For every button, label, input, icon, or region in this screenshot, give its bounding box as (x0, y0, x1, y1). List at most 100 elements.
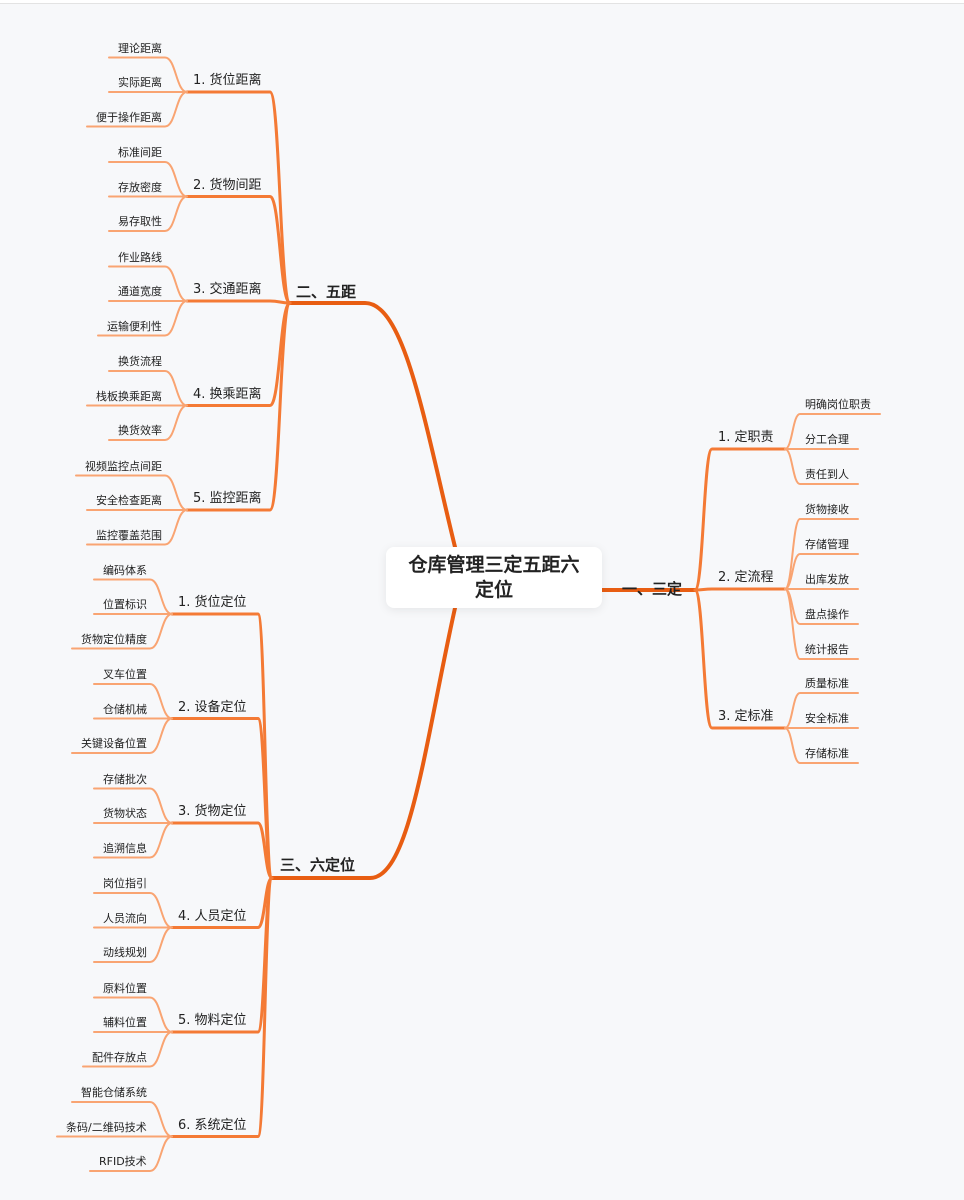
leaf-topic[interactable]: 安全检查距离 (96, 494, 162, 507)
subtopic-connector (185, 195, 292, 305)
branch-connector (270, 606, 457, 880)
leaf-topic[interactable]: 分工合理 (805, 433, 849, 446)
leaf-topic[interactable]: 编码体系 (103, 563, 147, 577)
leaf-topic[interactable]: 货物状态 (103, 807, 147, 820)
leaf-connector (75, 474, 188, 511)
subtopic[interactable]: 5. 物料定位 (178, 1013, 247, 1028)
leaf-connector (784, 553, 859, 590)
leaf-connector (108, 404, 188, 441)
leaf-topic[interactable]: 存储批次 (103, 772, 147, 786)
subtopic[interactable]: 5. 监控距离 (193, 491, 262, 506)
subtopic-connector (170, 876, 274, 1138)
subtopic[interactable]: 1. 货位距离 (193, 73, 262, 88)
leaf-topic[interactable]: 配件存放点 (92, 1050, 147, 1064)
leaf-topic[interactable]: 标准间距 (118, 146, 162, 159)
leaf-topic[interactable]: 存放密度 (118, 180, 162, 194)
branch-3[interactable]: 三、六定位 (280, 856, 356, 874)
branch-connector (288, 301, 457, 549)
subtopic[interactable]: 4. 人员定位 (178, 908, 247, 924)
leaf-topic[interactable]: RFID技术 (99, 1155, 147, 1168)
leaf-connector (93, 926, 173, 963)
subtopic-connector (170, 717, 274, 880)
leaf-topic[interactable]: 栈板换乘距离 (96, 389, 162, 403)
leaf-connector (93, 996, 173, 1033)
subtopic[interactable]: 6. 系统定位 (178, 1117, 247, 1133)
leaf-topic[interactable]: 仓储机械 (103, 702, 147, 716)
leaf-topic[interactable]: 智能仓储系统 (81, 1086, 147, 1099)
leaf-topic[interactable]: 作业路线 (118, 250, 162, 264)
leaf-topic[interactable]: 实际距离 (118, 76, 162, 89)
subtopic-connector (693, 447, 787, 592)
leaf-connector (86, 91, 188, 128)
leaf-connector (108, 195, 188, 232)
leaf-topic[interactable]: 明确岗位职责 (805, 398, 871, 411)
top-border (0, 0, 964, 4)
leaf-connector (97, 300, 188, 337)
leaf-topic[interactable]: 存储管理 (805, 538, 849, 551)
leaf-topic[interactable]: 动线规划 (103, 946, 147, 959)
leaf-topic[interactable]: 理论距离 (118, 41, 162, 55)
leaf-topic[interactable]: 通道宽度 (118, 285, 162, 298)
leaf-topic[interactable]: 叉车位置 (103, 668, 147, 681)
leaf-topic[interactable]: 条码/二维码技术 (66, 1120, 147, 1134)
subtopic[interactable]: 3. 定标准 (718, 709, 774, 724)
leaf-topic[interactable]: 安全标准 (805, 712, 849, 725)
central-topic-label: 仓库管理三定五距六定位 (408, 553, 580, 601)
leaf-topic[interactable]: 货物接收 (805, 503, 849, 516)
leaf-topic[interactable]: 统计报告 (805, 643, 849, 656)
leaf-connector (93, 683, 173, 720)
leaf-topic[interactable]: 换货流程 (118, 355, 162, 368)
subtopic[interactable]: 2. 货物间距 (193, 177, 262, 193)
leaf-topic[interactable]: 责任到人 (805, 468, 849, 481)
subtopic-connector (170, 821, 274, 880)
subtopic[interactable]: 3. 货物定位 (178, 804, 247, 819)
central-topic[interactable]: 仓库管理三定五距六定位 (386, 547, 602, 608)
leaf-connector (86, 509, 188, 546)
leaf-topic[interactable]: 位置标识 (103, 598, 147, 611)
leaf-connector (71, 613, 173, 650)
leaf-topic[interactable]: 视频监控点间距 (85, 459, 162, 473)
leaf-connector (784, 692, 859, 729)
leaf-connector (93, 892, 173, 929)
leaf-connector (71, 717, 173, 754)
leaf-topic[interactable]: 出库发放 (805, 573, 849, 586)
subtopic[interactable]: 3. 交通距离 (193, 282, 262, 297)
subtopic-connector (170, 876, 274, 1034)
leaf-connector (108, 265, 188, 302)
subtopic-connector (693, 587, 787, 592)
subtopic-connector (185, 301, 292, 512)
leaf-topic[interactable]: 质量标准 (805, 677, 849, 690)
subtopic-connector (170, 612, 274, 880)
subtopic[interactable]: 2. 设备定位 (178, 699, 247, 715)
leaf-topic[interactable]: 岗位指引 (103, 877, 147, 890)
leaf-connector (784, 448, 859, 485)
subtopic-connector (185, 299, 292, 305)
subtopic[interactable]: 2. 定流程 (718, 570, 774, 585)
subtopic[interactable]: 1. 定职责 (718, 430, 774, 445)
leaf-topic[interactable]: 关键设备位置 (81, 737, 147, 750)
branch-2[interactable]: 二、五距 (296, 283, 357, 301)
leaf-connector (71, 1101, 173, 1138)
subtopic-connector (693, 588, 787, 730)
leaf-topic[interactable]: 换货效率 (118, 424, 162, 437)
leaf-topic[interactable]: 辅料位置 (103, 1016, 147, 1029)
branch-1[interactable]: 一、三定 (622, 580, 683, 598)
leaf-connector (784, 588, 859, 660)
leaf-topic[interactable]: 盘点操作 (805, 608, 849, 621)
leaf-topic[interactable]: 便于操作距离 (96, 110, 162, 124)
leaf-topic[interactable]: 人员流向 (103, 911, 147, 925)
leaf-connector (108, 370, 188, 407)
leaf-topic[interactable]: 存储标准 (805, 747, 849, 760)
leaf-topic[interactable]: 运输便利性 (107, 319, 162, 333)
leaf-topic[interactable]: 监控覆盖范围 (96, 528, 162, 542)
leaf-topic[interactable]: 货物定位精度 (81, 632, 147, 646)
subtopic[interactable]: 4. 换乘距离 (193, 386, 262, 402)
leaf-connector (93, 822, 173, 859)
subtopic[interactable]: 1. 货位定位 (178, 595, 247, 610)
leaf-topic[interactable]: 易存取性 (118, 215, 162, 228)
leaf-topic[interactable]: 追溯信息 (103, 841, 147, 855)
leaf-connector (89, 1135, 173, 1172)
leaf-connector (784, 413, 881, 450)
leaf-topic[interactable]: 原料位置 (103, 981, 147, 995)
